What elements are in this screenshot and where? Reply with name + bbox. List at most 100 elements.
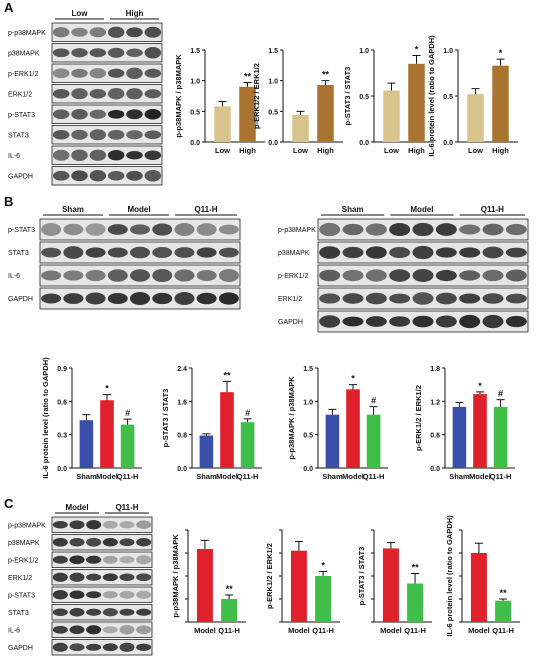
bar-chart-c-10: p-STAT3 / STAT3 Model ** Q11-H (357, 529, 432, 635)
blot-band (174, 269, 195, 282)
blot-band (107, 247, 128, 258)
blot-band (69, 607, 85, 617)
blot-band (107, 170, 125, 181)
bar (495, 600, 512, 622)
blot-row-label: p-STAT3 (8, 592, 35, 599)
blot-band (342, 293, 364, 304)
significance-mark: ** (412, 562, 420, 572)
blot-band (119, 642, 135, 652)
blot-band (389, 246, 411, 259)
blot-row-label: ERK1/2 (278, 296, 302, 303)
lane-group-label: Low (72, 9, 89, 18)
blot-band (459, 293, 481, 304)
blot-band (482, 293, 504, 304)
blot-band (126, 170, 143, 181)
y-tick-label: 1.0 (359, 48, 369, 55)
blot-band (63, 246, 84, 259)
significance-mark: # (371, 396, 376, 406)
x-tick-label: Sham (196, 472, 217, 481)
blot-band (174, 291, 195, 306)
x-tick-label: Sham (449, 472, 470, 481)
blot-band (136, 590, 152, 599)
bar (473, 394, 487, 468)
blot-band (107, 109, 125, 119)
bar (240, 422, 255, 468)
y-axis-label: p-p38MAPK / p38MAPK (174, 54, 183, 138)
x-tick-label: High (492, 146, 509, 155)
blot-band (505, 293, 527, 304)
blot-band (389, 293, 411, 304)
blot-band (505, 315, 527, 328)
blot-band (119, 625, 135, 635)
blot-band (102, 538, 118, 547)
panel-labels-layer: A B C (4, 0, 14, 511)
blot-band (365, 223, 387, 236)
significance-mark: # (125, 408, 130, 418)
blot-row-label: p38MAPK (8, 50, 40, 57)
blot-band (319, 246, 341, 259)
lane-group-label: High (126, 9, 144, 18)
blot-band (144, 68, 162, 78)
blot-band (218, 292, 239, 305)
blot-band (152, 268, 173, 283)
x-tick-label: Q11-H (312, 626, 334, 635)
blot-band (52, 48, 70, 58)
blot-band (102, 626, 118, 634)
blot-band (130, 291, 150, 306)
bar (221, 599, 238, 622)
blot-row-label: p38MAPK (278, 250, 310, 257)
lane-group-label: Q11-H (194, 205, 217, 214)
blot-band (86, 520, 102, 530)
blot-band (136, 643, 152, 651)
x-tick-label: Q11-H (492, 626, 514, 635)
blot-band (71, 170, 88, 182)
blot-band (107, 129, 125, 140)
significance-mark: ** (226, 584, 234, 594)
lane-group-label: Q11-H (115, 503, 138, 512)
blot-band (107, 224, 128, 235)
blot-band (85, 292, 106, 305)
bar-chart-b-7: 0.0 0.6 1.2 1.8 p-ERK1/2 / ERK1/2 Sham * Model #… (414, 366, 515, 481)
blot-band (130, 224, 150, 235)
y-tick-label: 0.6 (430, 433, 440, 440)
blot-band (63, 293, 84, 304)
blot-band (52, 130, 70, 140)
blot-band (412, 315, 434, 328)
bar (492, 65, 509, 142)
blot-band (71, 149, 88, 162)
bar (290, 550, 307, 622)
blot-strip (51, 43, 163, 63)
blot-band (389, 269, 411, 282)
x-tick-label: Model (96, 472, 118, 481)
y-axis-label: p-STAT3 / STAT3 (357, 547, 366, 606)
blot-band (119, 556, 135, 564)
blot-band (69, 625, 85, 635)
x-tick-label: Model (288, 626, 310, 635)
panel-label-b: B (4, 194, 13, 209)
y-axis-label: p-STAT3 / STAT3 (343, 67, 352, 126)
y-tick-label: 0.0 (430, 466, 440, 473)
y-tick-label: 1.0 (303, 399, 313, 406)
lane-group-label: Q11-H (481, 205, 504, 214)
blot-band (69, 643, 85, 652)
blot-row-label: STAT3 (8, 250, 29, 257)
bar (120, 424, 135, 468)
y-tick-label: 0.5 (359, 94, 369, 101)
blot-band (126, 88, 143, 100)
blot-band (107, 292, 128, 305)
blot-band (482, 223, 504, 236)
blot-band (52, 149, 70, 161)
blot-band (459, 224, 481, 235)
x-tick-label: Low (293, 146, 308, 155)
blot-band (86, 591, 102, 599)
blot-band (126, 130, 143, 140)
bar-chart-b-4: 0.0 0.3 0.6 0.9 IL-6 protein level (ratio to… (41, 357, 142, 481)
blot-band (102, 591, 118, 599)
blot-band (365, 246, 387, 259)
blot-band (89, 109, 107, 119)
blot-band (52, 608, 68, 616)
blot-band (86, 573, 102, 581)
blot-band (136, 538, 152, 547)
blot-band (130, 269, 150, 282)
blot-band (342, 246, 364, 259)
